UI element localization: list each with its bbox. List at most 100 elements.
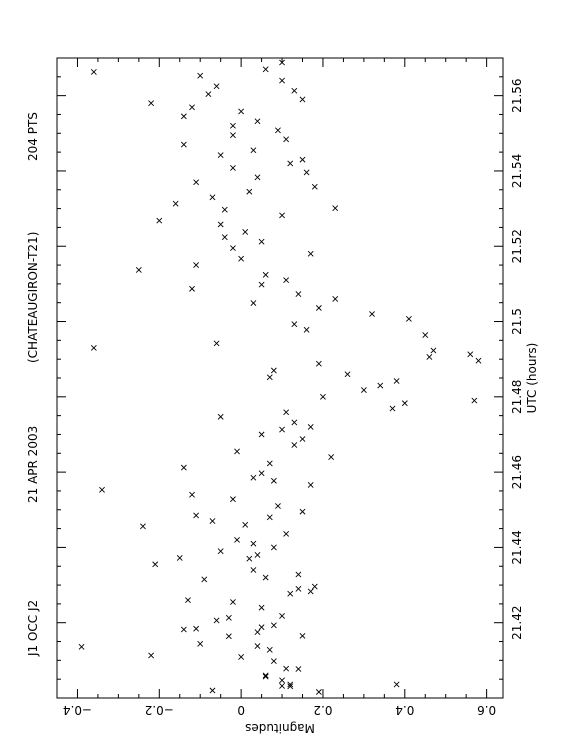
data-point bbox=[254, 629, 261, 636]
data-point bbox=[307, 250, 314, 257]
data-point bbox=[148, 652, 155, 659]
data-point bbox=[90, 69, 97, 75]
data-point bbox=[230, 122, 236, 129]
data-point bbox=[262, 672, 269, 679]
data-point bbox=[270, 367, 277, 374]
data-point bbox=[283, 136, 290, 143]
data-point bbox=[315, 360, 322, 367]
data-point bbox=[320, 393, 326, 400]
data-point bbox=[295, 585, 302, 592]
data-point bbox=[140, 523, 146, 530]
data-point bbox=[430, 347, 437, 354]
data-point bbox=[311, 183, 318, 190]
data-point bbox=[266, 460, 273, 467]
x-tick-label: 21.46 bbox=[510, 455, 524, 489]
x-tick-label: 21.44 bbox=[510, 530, 524, 564]
data-point bbox=[258, 281, 265, 288]
data-point bbox=[205, 91, 212, 98]
data-point bbox=[299, 156, 306, 163]
data-point bbox=[176, 555, 183, 561]
data-point bbox=[471, 397, 478, 404]
title-item-1: J1 OCC J2 bbox=[26, 600, 40, 657]
data-point bbox=[225, 633, 232, 640]
data-point bbox=[287, 683, 294, 690]
data-point bbox=[90, 344, 97, 351]
data-point bbox=[242, 229, 249, 235]
data-point bbox=[360, 387, 367, 393]
x-tick-label: 21.5 bbox=[510, 308, 524, 335]
data-point bbox=[279, 613, 285, 619]
x-tick-label: 21.48 bbox=[510, 380, 524, 414]
data-point bbox=[393, 378, 400, 384]
data-point bbox=[209, 518, 216, 524]
data-point bbox=[299, 632, 306, 639]
data-point bbox=[258, 238, 265, 245]
data-point bbox=[254, 118, 261, 125]
data-point bbox=[193, 512, 200, 519]
data-point bbox=[332, 296, 339, 302]
data-point bbox=[405, 315, 412, 322]
data-point bbox=[217, 413, 224, 420]
y-tick-label: −0.4 bbox=[63, 703, 92, 717]
data-point bbox=[180, 464, 187, 471]
data-point bbox=[283, 530, 290, 537]
data-point bbox=[189, 285, 195, 292]
data-point bbox=[270, 544, 277, 551]
data-point bbox=[246, 188, 253, 195]
data-point bbox=[266, 374, 273, 381]
data-point bbox=[238, 654, 245, 660]
data-point bbox=[475, 357, 482, 364]
title-item-4: 204 PTS bbox=[26, 112, 40, 161]
data-point bbox=[152, 561, 159, 568]
data-point bbox=[287, 160, 294, 167]
data-point bbox=[279, 426, 285, 433]
data-point bbox=[262, 574, 269, 581]
data-point bbox=[401, 400, 408, 407]
data-point bbox=[307, 588, 314, 595]
data-point bbox=[426, 353, 433, 360]
data-point bbox=[315, 689, 322, 695]
data-point bbox=[307, 424, 314, 430]
data-point bbox=[193, 625, 200, 632]
data-point bbox=[299, 508, 306, 515]
data-points bbox=[78, 59, 482, 695]
plot-frame bbox=[56, 57, 504, 699]
data-point bbox=[78, 643, 85, 650]
x-tick-label: 21.56 bbox=[510, 78, 524, 112]
data-point bbox=[180, 141, 187, 148]
data-point bbox=[275, 127, 281, 134]
data-point bbox=[238, 108, 245, 115]
data-point bbox=[291, 442, 298, 448]
data-point bbox=[250, 147, 257, 154]
data-point bbox=[250, 567, 257, 573]
data-point bbox=[238, 255, 245, 262]
data-point bbox=[287, 681, 294, 688]
data-point bbox=[254, 552, 261, 558]
x-axis-title: UTC (hours) bbox=[525, 343, 539, 414]
data-point bbox=[193, 262, 200, 268]
axis-tick-labels: 21.42 21.44 21.46 21.48 21.5 21.52 21.54 21.56 −… bbox=[63, 78, 524, 717]
data-point bbox=[291, 419, 298, 426]
data-point bbox=[299, 436, 306, 442]
data-point bbox=[250, 300, 257, 307]
data-point bbox=[213, 617, 220, 624]
data-point bbox=[262, 673, 269, 680]
data-point bbox=[180, 113, 187, 120]
data-point bbox=[291, 321, 298, 328]
data-point bbox=[258, 624, 265, 631]
data-point bbox=[332, 205, 339, 212]
data-point bbox=[250, 474, 257, 481]
data-point bbox=[221, 206, 228, 213]
title-item-2: 21 APR 2003 bbox=[26, 426, 40, 503]
data-point bbox=[193, 179, 200, 186]
data-point bbox=[250, 540, 257, 547]
data-point bbox=[283, 277, 290, 284]
data-point bbox=[217, 152, 224, 159]
data-point bbox=[189, 104, 195, 111]
data-point bbox=[156, 217, 163, 224]
data-point bbox=[262, 66, 269, 73]
data-point bbox=[254, 174, 261, 181]
data-point bbox=[213, 340, 220, 347]
x-tick-label: 21.52 bbox=[510, 229, 524, 263]
data-point bbox=[225, 614, 232, 621]
